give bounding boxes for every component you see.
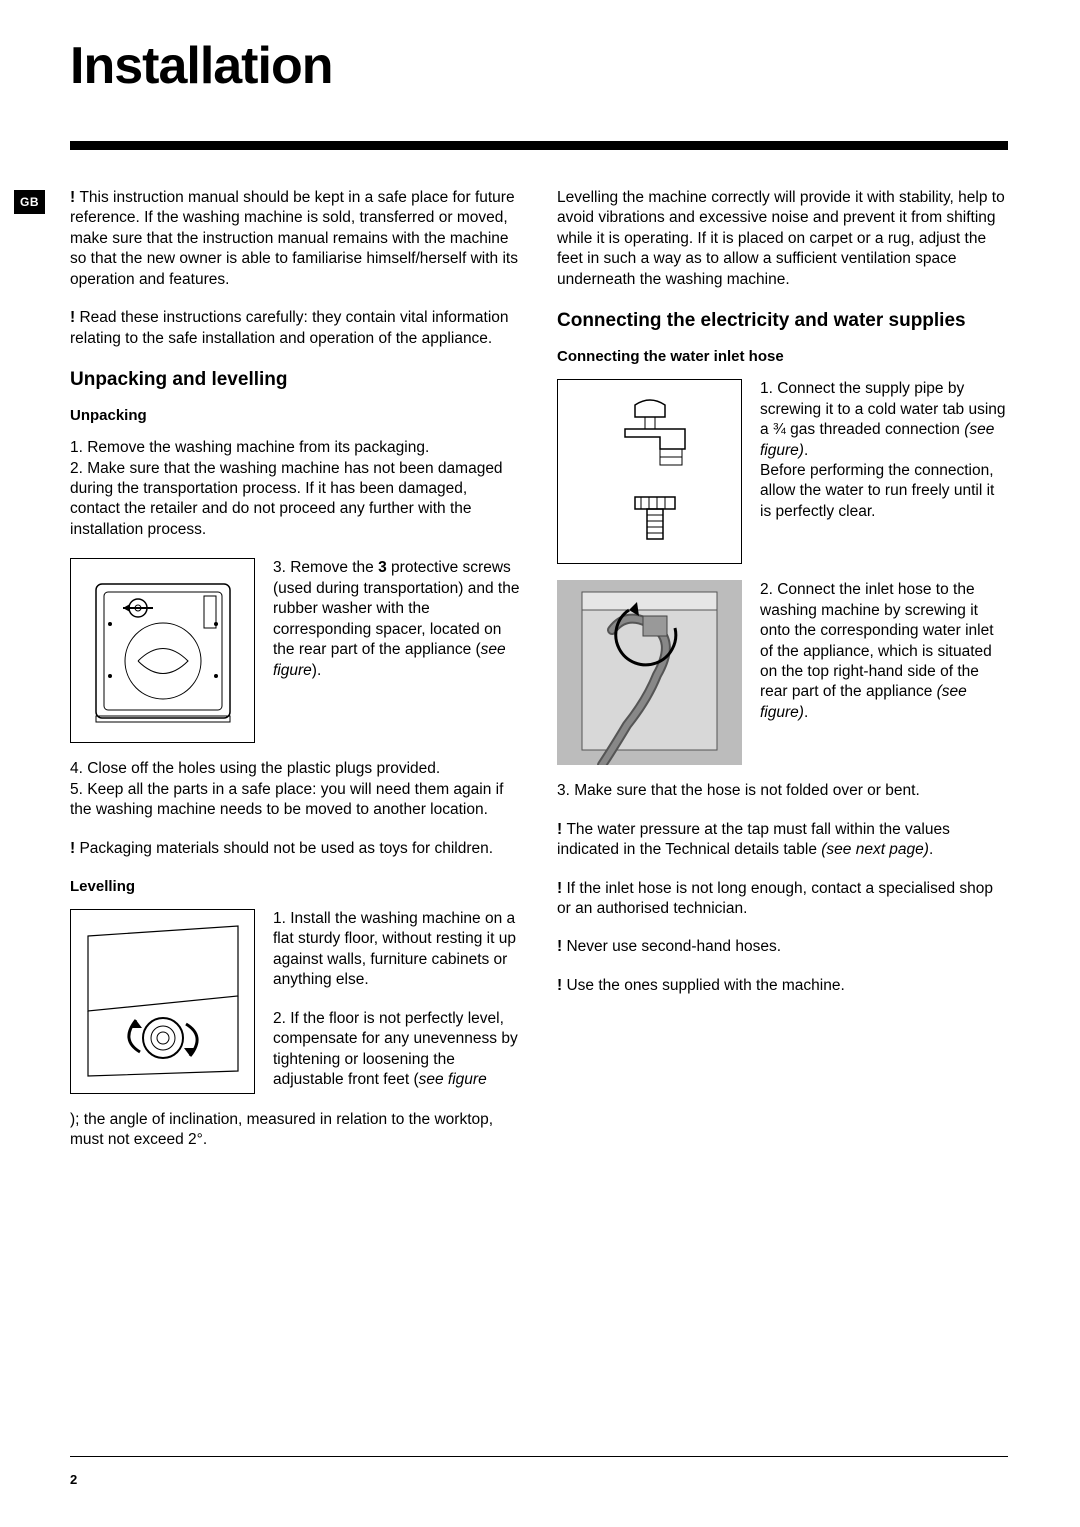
page-title: Installation [70, 36, 1008, 96]
figure-back-panel [70, 558, 255, 743]
levelling-step-2b: ); the angle of inclination, measured in… [70, 1110, 521, 1151]
subheading-levelling: Levelling [70, 877, 521, 897]
levelling-explain: Levelling the machine correctly will pro… [557, 188, 1008, 290]
step-5: 5. Keep all the parts in a safe place: y… [70, 780, 521, 821]
levelling-step-2a: 2. If the floor is not perfectly level, … [273, 1009, 521, 1091]
warning-pressure: ! The water pressure at the tap must fal… [557, 820, 1008, 861]
heading-unpacking-levelling: Unpacking and levelling [70, 367, 521, 392]
page-number: 2 [70, 1472, 77, 1487]
figure-levelling-feet [70, 909, 255, 1094]
content-columns: ! This instruction manual should be kept… [70, 188, 1008, 1169]
figure-levelling-row: 1. Install the washing machine on a flat… [70, 909, 521, 1094]
figure-inlet-connection [557, 580, 742, 765]
inlet-step-2: 2. Connect the inlet hose to the washing… [760, 580, 1008, 723]
intro1-text: This instruction manual should be kept i… [70, 189, 518, 288]
warning-packaging: ! Packaging materials should not be used… [70, 839, 521, 859]
intro-para-1: ! This instruction manual should be kept… [70, 188, 521, 290]
step-3: 3. Remove the 3 protective screws (used … [273, 558, 521, 681]
language-tag: GB [14, 190, 45, 214]
subheading-unpacking: Unpacking [70, 406, 521, 426]
intro-para-2: ! Read these instructions carefully: the… [70, 308, 521, 349]
subheading-inlet-hose: Connecting the water inlet hose [557, 347, 1008, 367]
left-column: ! This instruction manual should be kept… [70, 188, 521, 1169]
inlet-step-1: 1. Connect the supply pipe by screwing i… [760, 379, 1008, 522]
right-column: Levelling the machine correctly will pro… [557, 188, 1008, 1169]
warning-supplied: ! Use the ones supplied with the machine… [557, 976, 1008, 996]
divider-bar [70, 141, 1008, 150]
footer-rule [70, 1456, 1008, 1457]
warning-secondhand: ! Never use second-hand hoses. [557, 937, 1008, 957]
levelling-text: 1. Install the washing machine on a flat… [273, 909, 521, 1091]
figure-back-panel-row: 3. Remove the 3 protective screws (used … [70, 558, 521, 743]
figure-tap-row: 1. Connect the supply pipe by screwing i… [557, 379, 1008, 564]
heading-connecting: Connecting the electricity and water sup… [557, 308, 1008, 333]
intro2-text: Read these instructions carefully: they … [70, 309, 509, 346]
figure-inlet-row: 2. Connect the inlet hose to the washing… [557, 580, 1008, 765]
step-2: 2. Make sure that the washing machine ha… [70, 459, 521, 541]
step-1: 1. Remove the washing machine from its p… [70, 438, 521, 458]
figure-tap-connection [557, 379, 742, 564]
warning-length: ! If the inlet hose is not long enough, … [557, 879, 1008, 920]
step-4: 4. Close off the holes using the plastic… [70, 759, 521, 779]
levelling-step-1: 1. Install the washing machine on a flat… [273, 909, 521, 991]
inlet-step-3: 3. Make sure that the hose is not folded… [557, 781, 1008, 801]
